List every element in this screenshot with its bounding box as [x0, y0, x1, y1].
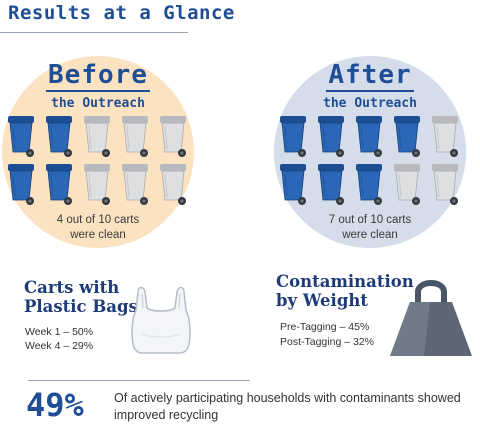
gray-cart-icon	[84, 116, 110, 157]
contamination-heading-line1: Contamination	[276, 272, 414, 291]
blue-cart-icon	[8, 164, 34, 205]
blue-cart-icon	[46, 116, 72, 157]
plastic-bags-week4: Week 4 – 29%	[25, 340, 94, 352]
gray-cart-icon	[432, 116, 458, 157]
contamination-pre-tagging: Pre-Tagging – 45%	[280, 321, 370, 333]
gray-cart-icon	[160, 164, 186, 205]
after-carts-grid	[280, 116, 458, 205]
contamination-heading-line2: by Weight	[276, 291, 368, 310]
after-heading: After	[274, 60, 466, 92]
stat-text: Of actively participating households wit…	[114, 391, 461, 422]
blue-cart-icon	[318, 164, 344, 205]
title-divider	[0, 32, 188, 33]
before-heading-text: Before	[46, 60, 150, 92]
before-caption-line2: were clean	[70, 229, 126, 241]
gray-cart-icon	[122, 164, 148, 205]
gray-cart-icon	[394, 164, 420, 205]
gray-cart-icon	[122, 116, 148, 157]
blue-cart-icon	[280, 164, 306, 205]
before-subheading: the Outreach	[51, 96, 145, 111]
after-caption: 7 out of 10 carts were clean	[274, 213, 466, 243]
plastic-bags-heading-line1: Carts with	[24, 278, 120, 297]
blue-cart-icon	[46, 164, 72, 205]
blue-cart-icon	[356, 116, 382, 157]
gray-cart-icon	[160, 116, 186, 157]
plastic-bags-week1: Week 1 – 50%	[25, 326, 94, 338]
after-caption-line2: were clean	[342, 229, 398, 241]
page-title: Results at a Glance	[8, 2, 235, 24]
weight-icon	[390, 280, 472, 356]
contamination-heading: Contamination by Weight	[276, 272, 414, 310]
before-heading: Before	[2, 60, 194, 92]
stat-divider	[28, 380, 250, 381]
gray-cart-icon	[84, 164, 110, 205]
before-caption-line1: 4 out of 10 carts	[56, 214, 140, 226]
blue-cart-icon	[318, 116, 344, 157]
before-caption: 4 out of 10 carts were clean	[2, 213, 194, 243]
blue-cart-icon	[8, 116, 34, 157]
gray-cart-icon	[432, 164, 458, 205]
stat-percent: 49%	[26, 386, 84, 424]
plastic-bag-icon	[131, 286, 191, 354]
blue-cart-icon	[280, 116, 306, 157]
blue-cart-icon	[356, 164, 382, 205]
contamination-post-tagging: Post-Tagging – 32%	[280, 336, 374, 348]
plastic-bags-heading: Carts with Plastic Bags	[24, 278, 138, 316]
plastic-bags-heading-line2: Plastic Bags	[24, 297, 138, 316]
after-heading-text: After	[326, 60, 414, 92]
after-caption-line1: 7 out of 10 carts	[328, 214, 412, 226]
before-carts-grid	[8, 116, 186, 205]
after-subheading: the Outreach	[323, 96, 417, 111]
blue-cart-icon	[394, 116, 420, 157]
